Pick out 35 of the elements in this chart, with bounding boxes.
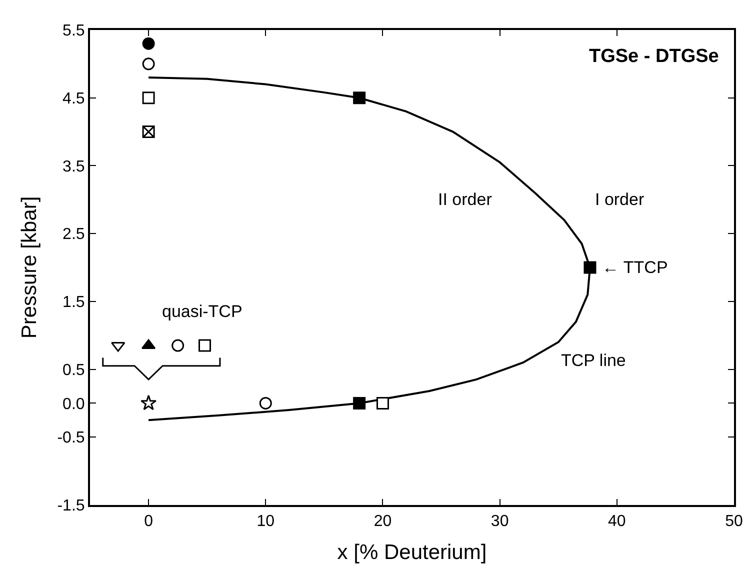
point (376, 396, 389, 410)
annotation: II order (438, 190, 492, 209)
y-tick-label: 2.5 (62, 226, 85, 244)
y-tick-label: 3.5 (62, 158, 85, 176)
annotation: quasi-TCP (162, 302, 242, 321)
text: TGSe - DTGSe (589, 46, 719, 67)
annotation: TCP line (561, 351, 626, 370)
x-tick-label: 0 (144, 513, 154, 530)
point (172, 339, 184, 352)
annotation: I order (595, 190, 644, 209)
x-tick-label: 10 (256, 513, 275, 530)
y-axis-title: Pressure [kbar] (18, 196, 41, 339)
point (353, 92, 366, 104)
y-tick-label: -1.5 (57, 498, 85, 515)
y-tick-label: 1.5 (62, 294, 85, 312)
y-tick-label: 4.5 (62, 90, 85, 108)
x-tick-label: 40 (608, 513, 626, 530)
point (259, 396, 272, 410)
x-tick-label: 20 (374, 513, 392, 530)
point (142, 92, 155, 104)
point (140, 394, 157, 410)
y-tick-label: -0.5 (57, 430, 85, 447)
y-tick-label: 0.0 (62, 396, 85, 413)
point (142, 37, 155, 50)
point (141, 339, 156, 350)
y-tick-label: 5.5 (62, 22, 85, 40)
annotation: ← TTCP (602, 258, 668, 277)
point (198, 339, 211, 352)
point (584, 261, 596, 274)
x-axis-title: x [% Deuterium] (337, 540, 487, 564)
y-tick-label: 0.5 (62, 362, 85, 379)
x-tick-label: 50 (725, 513, 743, 530)
point (353, 396, 366, 410)
point (142, 58, 155, 70)
x-tick-label: 30 (490, 513, 509, 530)
